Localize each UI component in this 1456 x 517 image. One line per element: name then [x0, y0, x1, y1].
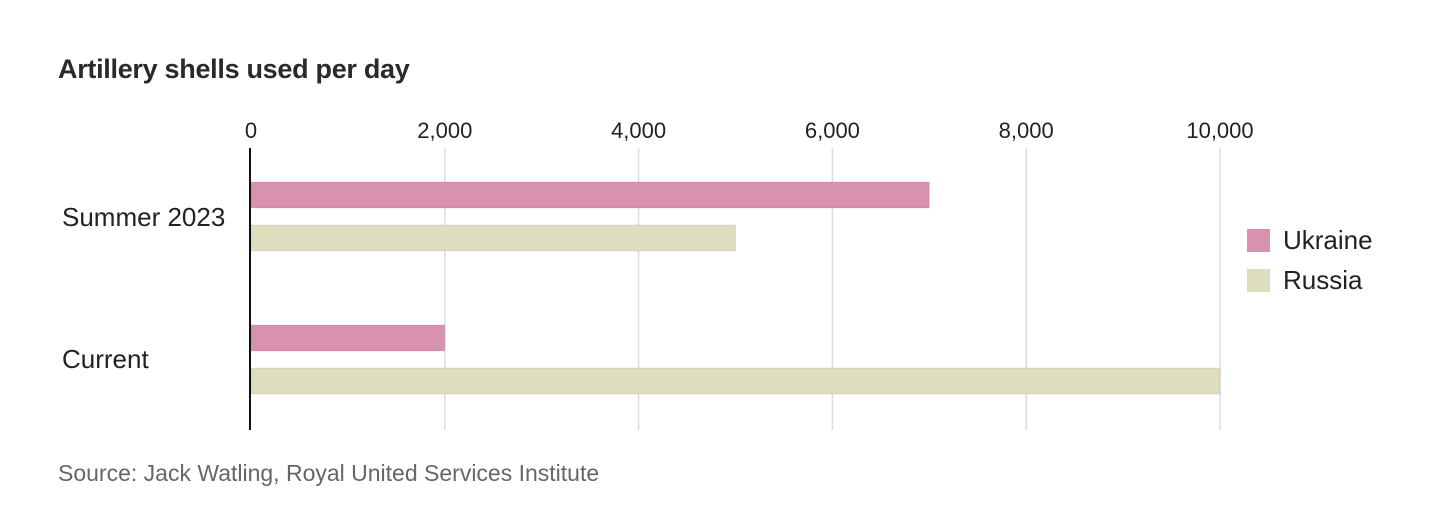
bar-russia-summer-2023 — [250, 224, 736, 252]
x-tick-label-6000: 6,000 — [805, 118, 860, 143]
source-note: Source: Jack Watling, Royal United Servi… — [58, 460, 600, 486]
x-tick-labels: 0 2,000 4,000 6,000 8,000 10,000 — [245, 118, 1254, 143]
category-labels: Summer 2023 Current — [62, 202, 225, 374]
legend: Ukraine Russia — [1247, 222, 1373, 302]
chart-title: Artillery shells used per day — [58, 54, 410, 84]
legend-item-russia: Russia — [1247, 262, 1373, 298]
bar-ukraine-summer-2023 — [250, 181, 930, 209]
bar-russia-current — [250, 367, 1221, 395]
legend-label-russia: Russia — [1283, 264, 1363, 295]
x-tick-label-8000: 8,000 — [999, 118, 1054, 143]
x-tick-label-0: 0 — [245, 118, 257, 143]
category-label-current: Current — [62, 344, 149, 374]
x-tick-label-10000: 10,000 — [1186, 118, 1253, 143]
category-label-summer-2023: Summer 2023 — [62, 202, 225, 232]
bar-ukraine-current — [250, 324, 446, 352]
legend-item-ukraine: Ukraine — [1247, 222, 1373, 258]
bars — [250, 181, 1221, 395]
x-tick-label-4000: 4,000 — [611, 118, 666, 143]
legend-swatch-russia — [1247, 268, 1270, 292]
legend-label-ukraine: Ukraine — [1283, 224, 1373, 255]
x-tick-label-2000: 2,000 — [417, 118, 472, 143]
legend-swatch-ukraine — [1247, 228, 1270, 252]
